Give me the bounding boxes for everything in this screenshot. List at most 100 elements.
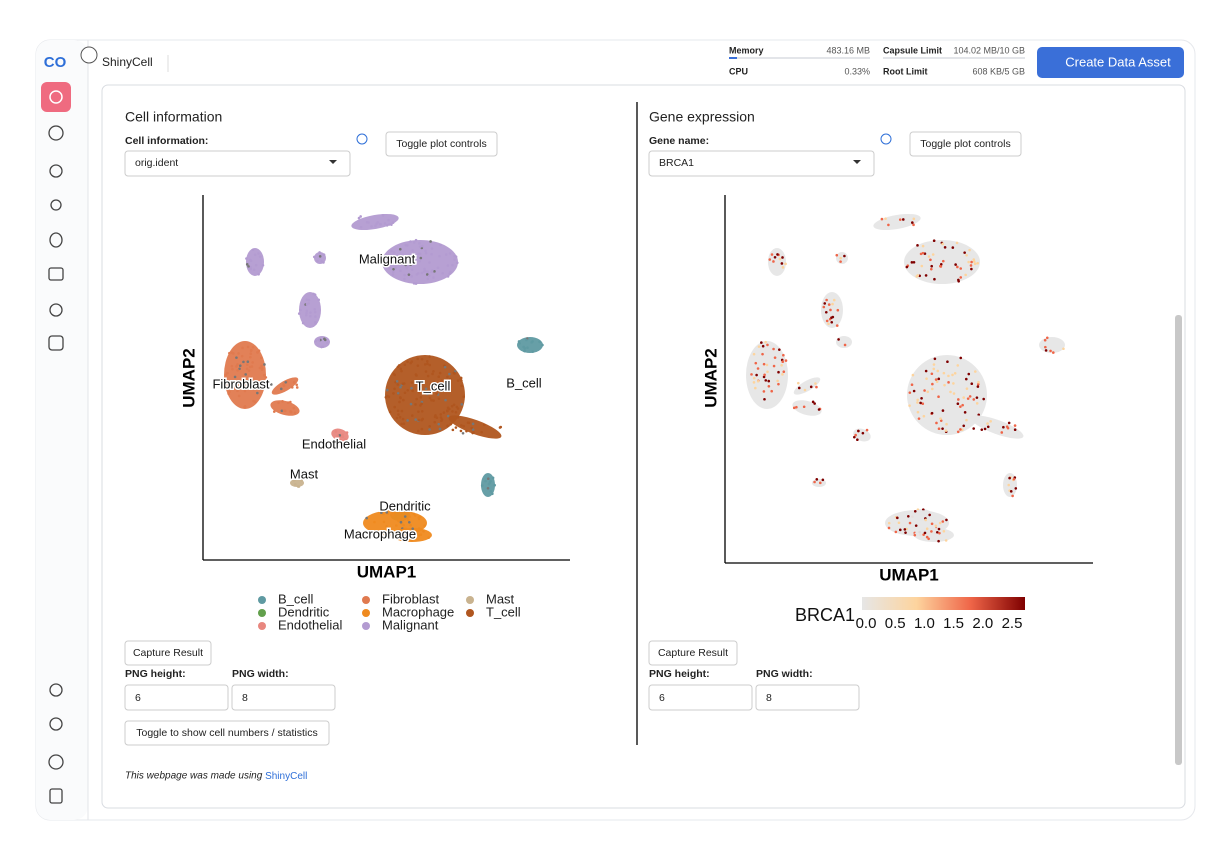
cell [952,382,955,385]
cell [766,343,769,347]
capture-button[interactable] [124,640,212,666]
cell [414,418,417,421]
cell [956,364,960,367]
cell [373,520,376,524]
cell [227,392,230,395]
cell [438,254,441,258]
cell [253,400,257,404]
cell [784,359,788,362]
cell [420,418,424,422]
cell [249,376,253,380]
cell [433,270,436,273]
git-icon[interactable] [50,199,62,211]
cell [399,385,402,389]
cell [830,316,833,319]
capture-button-label: Capture Result [658,647,728,659]
cell [241,376,244,380]
cell [432,276,435,279]
cell [412,282,416,285]
cell [818,481,822,485]
cell [1011,494,1014,498]
cell [238,367,241,371]
cluster-label: Dendritic [379,498,431,513]
select[interactable] [648,150,875,177]
cell [839,256,842,260]
select[interactable] [124,150,351,177]
settings-icon[interactable] [49,683,63,697]
cell [320,260,323,263]
cell [440,383,444,386]
cell [419,256,423,260]
cell [945,422,948,426]
capture-button[interactable] [648,640,738,666]
add-icon[interactable] [48,125,64,141]
deploy-icon[interactable] [49,303,63,317]
png-width[interactable] [231,684,336,711]
cell [233,375,237,379]
cell [1013,424,1017,427]
cell [954,263,957,266]
cell [754,361,758,365]
scrollbar[interactable] [1175,315,1182,765]
cell-cluster [914,528,954,542]
cell [290,386,294,389]
cell [912,389,916,393]
cell [430,398,433,402]
png-height[interactable] [124,684,229,711]
logout-icon[interactable] [49,788,63,804]
toggle-controls[interactable] [385,131,498,157]
cell [776,379,779,383]
png-height[interactable] [648,684,753,711]
cell [964,377,968,381]
capsule-icon[interactable] [49,164,63,178]
cell [412,255,415,258]
cell [395,416,399,420]
cell [462,395,465,398]
cell [404,527,408,531]
cell [426,362,429,366]
cell [825,319,829,323]
cell [357,216,361,220]
legend-swatch [466,609,474,617]
help-icon[interactable] [880,133,892,145]
footer-link[interactable]: ShinyCell [265,771,307,782]
cell [403,515,407,518]
cell [313,310,317,314]
cell [395,524,398,527]
cell [437,397,441,400]
cell [314,315,317,318]
create-asset-button[interactable] [1037,47,1184,78]
data-icon[interactable] [49,232,63,248]
cell [412,241,416,244]
help-icon[interactable] [48,754,64,770]
cell [484,479,487,483]
folder-icon[interactable] [48,267,64,281]
cell [924,274,928,277]
cell [417,517,421,521]
cell [294,483,297,486]
power-button[interactable] [41,82,71,112]
cell [920,264,924,268]
cell [410,268,414,271]
logo: CO [44,54,67,71]
cell [777,382,780,386]
cell [983,427,987,431]
png-width[interactable] [755,684,860,711]
cell [517,340,521,343]
cluster-label: T_cell [416,378,451,393]
cell [256,350,259,354]
cell [400,422,403,426]
expand-button[interactable] [80,46,98,64]
cell [821,478,825,482]
select-caret [853,160,861,164]
cell [313,308,317,311]
apps-icon[interactable] [48,335,64,351]
help-icon[interactable] [356,133,368,145]
cell [436,266,440,269]
toggle-controls[interactable] [909,131,1022,157]
cluster-label: Fibroblast [212,376,269,391]
user-icon[interactable] [49,717,63,731]
cell [809,385,813,389]
cell [305,309,309,313]
stats-button[interactable] [124,720,330,746]
